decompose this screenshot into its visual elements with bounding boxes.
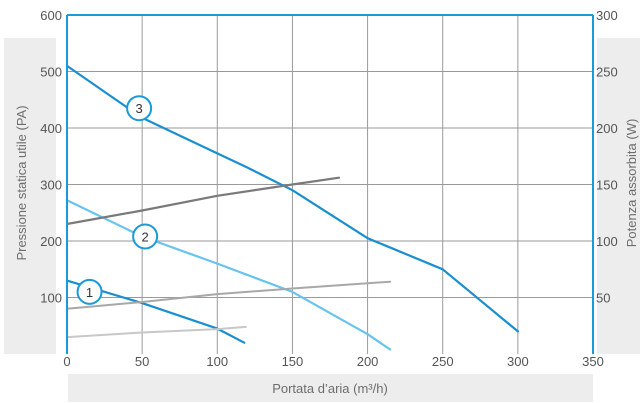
x-axis-title: Portata d’aria (m³/h) [272,381,388,396]
x-axis-title-band [68,374,593,402]
y2-tick-label: 300 [596,8,618,23]
y2-tick-label: 150 [596,178,618,193]
y2-axis-title-band [597,38,640,354]
curves [65,64,520,351]
y-axis-title: Pressione statica utile (PA) [14,105,29,260]
y2-tick-label: 250 [596,65,618,80]
x-tick-label: 300 [507,354,529,369]
curve-3-line [65,64,520,333]
y2-tick-label: 100 [596,234,618,249]
curve-3-marker [126,95,153,122]
x-tick-label: 200 [357,354,379,369]
y-axis-title-band [4,38,56,354]
y-tick-label: 400 [40,121,62,136]
power-curve-line [65,176,341,226]
y2-axis-title: Potenza assorbita (W) [624,119,639,248]
power-curve-line [66,325,247,339]
y2-tick-label: 50 [596,291,610,306]
curve-3-marker-label: 3 [136,101,143,116]
curve-2-marker [132,223,159,250]
curve-markers: 3 2 1 [76,95,159,305]
y-tick-label: 500 [40,65,62,80]
curve-1-marker [76,278,103,305]
y-tick-label: 200 [40,234,62,249]
power-curve-line [66,280,392,310]
grid [67,15,593,354]
curve-1-marker-label: 1 [86,285,93,300]
y-tick-label: 300 [40,178,62,193]
y-tick-label: 600 [40,8,62,23]
curve-1-line [65,279,246,344]
x-tick-label: 250 [432,354,454,369]
x-tick-label: 100 [206,354,228,369]
x-tick-label: 50 [135,354,149,369]
y2-tick-label: 200 [596,121,618,136]
tick-labels: 0 50 100 150 200 250 300 350 100 200 300 400 500 600 5… [40,8,617,369]
plot-frame [66,14,594,354]
y-tick-label: 100 [40,291,62,306]
x-tick-label: 0 [63,354,70,369]
x-tick-label: 150 [282,354,304,369]
curve-2-line [65,199,392,351]
curve-2-marker-label: 2 [142,229,149,244]
x-tick-label: 350 [582,354,604,369]
